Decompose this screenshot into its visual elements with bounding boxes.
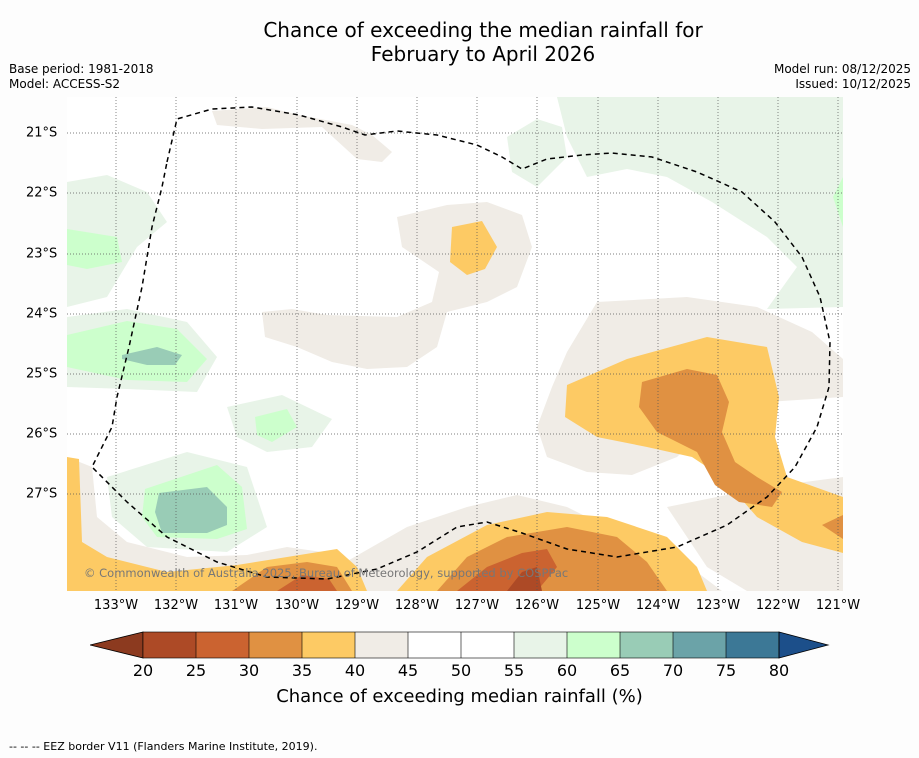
rainfall-map (67, 97, 843, 591)
base-period-text: Base period: 1981-2018 (9, 62, 154, 76)
eez-legend-text: -- -- -- EEZ border V11 (Flanders Marine… (9, 740, 318, 753)
colorbar-tick: 65 (609, 661, 631, 680)
lon-label: 126°W (514, 598, 560, 613)
colorbar (90, 631, 830, 659)
model-run-text: Model run: 08/12/2025 (773, 62, 911, 76)
colorbar-bin-55-60 (514, 632, 567, 658)
colorbar-bin-75-80 (726, 632, 779, 658)
lon-label: 133°W (93, 598, 139, 613)
colorbar-bin-35-40 (302, 632, 355, 658)
colorbar-bin-40-45 (355, 632, 408, 658)
lat-label: 24°S (26, 306, 58, 322)
green-core-left-top (67, 229, 122, 269)
lon-label: 122°W (755, 598, 801, 613)
lat-label: 22°S (26, 185, 58, 201)
colorbar-bin-65-70 (620, 632, 673, 658)
colorbar-tick: 35 (291, 661, 313, 680)
lon-label: 129°W (334, 598, 380, 613)
colorbar-bin-70-75 (673, 632, 726, 658)
meta-right: Model run: 08/12/2025 Issued: 10/12/2025 (774, 62, 911, 92)
lon-label: 132°W (153, 598, 199, 613)
eez-border (91, 106, 831, 580)
colorbar-arrow-high (778, 631, 830, 659)
lon-label: 127°W (454, 598, 500, 613)
meta-left: Base period: 1981-2018 Model: ACCESS-S2 (9, 62, 154, 92)
colorbar-bin-60-65 (567, 632, 620, 658)
beige-region-bottomleft (67, 457, 337, 591)
title-line-1: Chance of exceeding the median rainfall … (263, 18, 703, 42)
colorbar-tick: 55 (503, 661, 525, 680)
colorbar-bin-30-35 (249, 632, 302, 658)
lon-label: 125°W (575, 598, 621, 613)
lon-label: 124°W (635, 598, 681, 613)
colorbar-tick: 45 (397, 661, 419, 680)
lat-label: 21°S (26, 125, 58, 141)
lat-label: 26°S (26, 426, 58, 442)
colorbar-tick: 40 (344, 661, 366, 680)
colorbar-arrow-low (90, 631, 144, 659)
colorbar-tick: 25 (185, 661, 207, 680)
darkred-core-bottom (507, 567, 542, 591)
lon-label: 121°W (815, 598, 861, 613)
lat-label: 27°S (26, 486, 58, 502)
lon-label: 131°W (213, 598, 259, 613)
yellow-region-bottomleft (67, 457, 367, 591)
teal-core-left (122, 347, 182, 365)
colorbar-bin-45-50 (408, 632, 461, 658)
colorbar-tick: 75 (715, 661, 737, 680)
lon-label: 123°W (695, 598, 741, 613)
green-region-topright (557, 97, 843, 309)
colorbar-tick: 30 (238, 661, 260, 680)
beige-region-top (212, 107, 392, 162)
green-core-left-mid (67, 321, 207, 382)
colorbar-tick: 80 (768, 661, 790, 680)
lon-label: 128°W (394, 598, 440, 613)
green-region-top (507, 119, 567, 187)
colorbar-bin-50-55 (461, 632, 514, 658)
model-text: Model: ACCESS-S2 (9, 77, 121, 91)
colorbar-bin-20-25 (143, 632, 196, 658)
colorbar-tick: 20 (132, 661, 154, 680)
issued-text: Issued: 10/12/2025 (795, 77, 911, 91)
lat-label: 25°S (26, 366, 58, 382)
yellow-region-top (450, 221, 497, 275)
colorbar-bin-25-30 (196, 632, 249, 658)
title-line-2: February to April 2026 (370, 42, 596, 66)
colorbar-tick: 70 (662, 661, 684, 680)
chart-title: Chance of exceeding the median rainfall … (0, 18, 919, 66)
colorbar-title: Chance of exceeding median rainfall (%) (276, 686, 643, 707)
lat-label: 23°S (26, 246, 58, 262)
lon-label: 130°W (274, 598, 320, 613)
copyright-text: © Commonwealth of Australia 2025, Bureau… (84, 566, 569, 580)
colorbar-tick: 50 (450, 661, 472, 680)
colorbar-tick: 60 (556, 661, 578, 680)
teal-core-bottomleft (155, 487, 227, 533)
orange-region-right (639, 369, 782, 507)
graticule (67, 97, 843, 591)
